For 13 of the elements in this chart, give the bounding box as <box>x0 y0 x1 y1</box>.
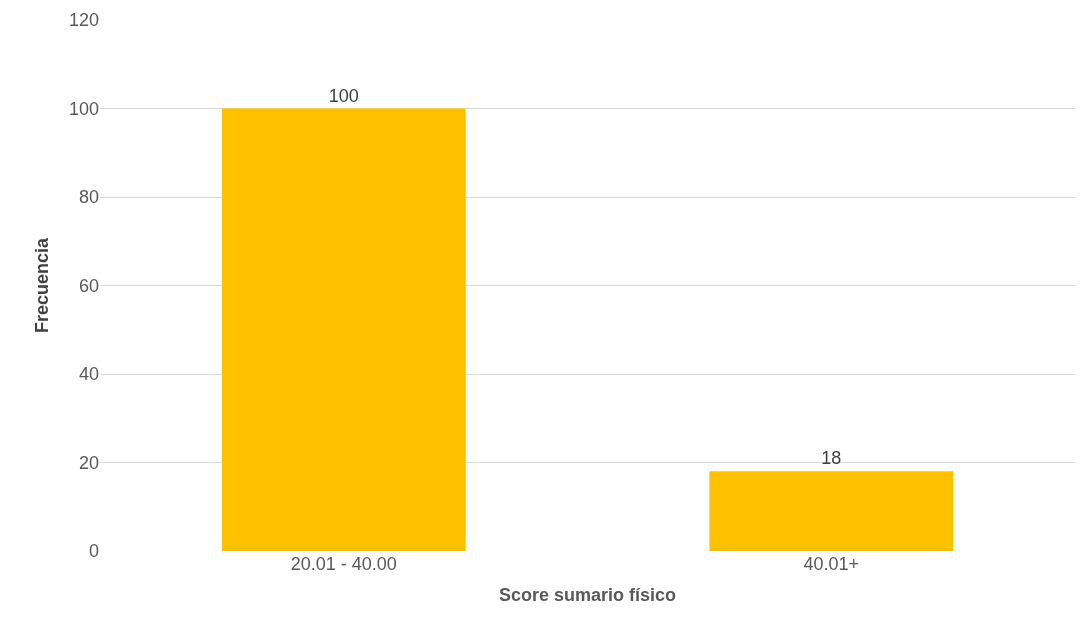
x-tick-label: 40.01+ <box>803 554 860 574</box>
x-tick-label: 20.01 - 40.00 <box>290 554 397 574</box>
y-tick-label: 60 <box>78 275 99 296</box>
data-label: 100 <box>328 85 359 106</box>
y-tick-label: 20 <box>78 452 99 473</box>
data-label: 18 <box>821 448 842 469</box>
y-axis-title: Frecuencia <box>32 236 53 334</box>
y-tick-label: 100 <box>68 98 99 119</box>
y-tick-label: 80 <box>78 187 99 208</box>
y-tick-label: 40 <box>78 364 99 385</box>
x-axis-title: Score sumario físico <box>498 585 677 606</box>
y-tick-label: 0 <box>88 541 99 562</box>
y-tick-label: 120 <box>68 10 99 31</box>
